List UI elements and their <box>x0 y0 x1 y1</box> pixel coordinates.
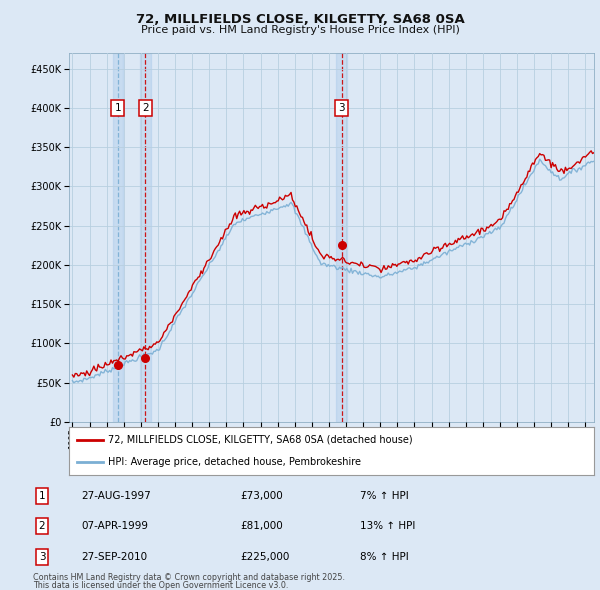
Text: 13% ↑ HPI: 13% ↑ HPI <box>360 522 415 531</box>
Text: This data is licensed under the Open Government Licence v3.0.: This data is licensed under the Open Gov… <box>33 581 289 590</box>
Text: 2: 2 <box>38 522 46 531</box>
Text: 1: 1 <box>115 103 121 113</box>
Text: 7% ↑ HPI: 7% ↑ HPI <box>360 491 409 500</box>
Text: 3: 3 <box>38 552 46 562</box>
Text: Contains HM Land Registry data © Crown copyright and database right 2025.: Contains HM Land Registry data © Crown c… <box>33 573 345 582</box>
Text: £73,000: £73,000 <box>240 491 283 500</box>
Text: 27-SEP-2010: 27-SEP-2010 <box>81 552 147 562</box>
Text: £225,000: £225,000 <box>240 552 289 562</box>
Text: 8% ↑ HPI: 8% ↑ HPI <box>360 552 409 562</box>
Text: 1: 1 <box>38 491 46 500</box>
Text: 72, MILLFIELDS CLOSE, KILGETTY, SA68 0SA (detached house): 72, MILLFIELDS CLOSE, KILGETTY, SA68 0SA… <box>109 435 413 445</box>
Text: 27-AUG-1997: 27-AUG-1997 <box>81 491 151 500</box>
Text: Price paid vs. HM Land Registry's House Price Index (HPI): Price paid vs. HM Land Registry's House … <box>140 25 460 35</box>
Text: 07-APR-1999: 07-APR-1999 <box>81 522 148 531</box>
Bar <box>113 53 123 422</box>
Text: 2: 2 <box>142 103 149 113</box>
Text: 72, MILLFIELDS CLOSE, KILGETTY, SA68 0SA: 72, MILLFIELDS CLOSE, KILGETTY, SA68 0SA <box>136 13 464 26</box>
Text: £81,000: £81,000 <box>240 522 283 531</box>
Bar <box>337 53 347 422</box>
Text: 3: 3 <box>338 103 345 113</box>
Text: HPI: Average price, detached house, Pembrokeshire: HPI: Average price, detached house, Pemb… <box>109 457 361 467</box>
Bar <box>140 53 151 422</box>
